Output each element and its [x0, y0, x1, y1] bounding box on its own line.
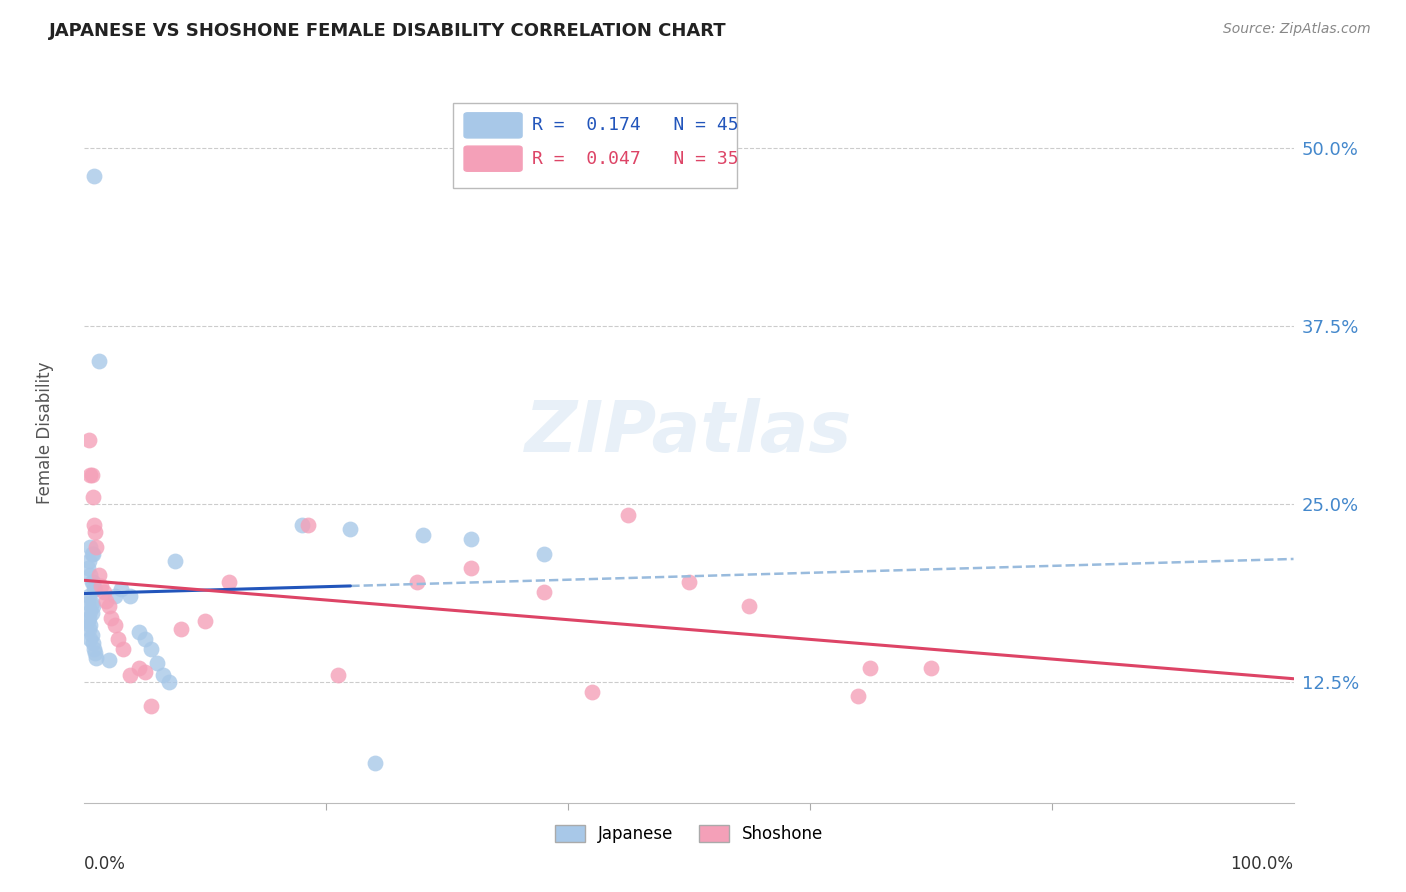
Point — [157, 674, 180, 689]
Text: Female Disability: Female Disability — [37, 361, 53, 504]
Point — [83, 642, 105, 657]
Point — [79, 568, 101, 582]
Point — [134, 632, 156, 646]
Point — [291, 518, 314, 533]
Point — [533, 547, 555, 561]
Point — [134, 665, 156, 679]
Point — [80, 607, 103, 621]
FancyBboxPatch shape — [453, 103, 737, 188]
Point — [79, 604, 101, 618]
Point — [87, 354, 110, 368]
Point — [920, 660, 942, 674]
Point — [412, 528, 434, 542]
Point — [83, 582, 105, 597]
Point — [170, 622, 193, 636]
Point — [581, 685, 603, 699]
Point — [165, 554, 187, 568]
Point — [107, 632, 129, 646]
Point — [84, 646, 107, 660]
Point — [139, 642, 162, 657]
Point — [84, 525, 107, 540]
Point — [83, 169, 105, 184]
Point — [859, 660, 882, 674]
Point — [82, 636, 104, 650]
Text: R =  0.047   N = 35: R = 0.047 N = 35 — [531, 150, 738, 168]
Text: 0.0%: 0.0% — [84, 855, 127, 872]
Point — [79, 617, 101, 632]
Point — [77, 622, 100, 636]
Point — [94, 593, 117, 607]
Text: ZIPatlas: ZIPatlas — [526, 398, 852, 467]
Point — [80, 628, 103, 642]
Point — [194, 614, 217, 628]
Point — [77, 610, 100, 624]
Point — [77, 590, 100, 604]
Point — [77, 614, 100, 628]
Point — [97, 653, 120, 667]
Legend: Japanese, Shoshone: Japanese, Shoshone — [548, 819, 830, 850]
Point — [104, 590, 127, 604]
Point — [533, 585, 555, 599]
Point — [120, 667, 142, 681]
Point — [128, 660, 150, 674]
Point — [79, 632, 101, 646]
Point — [297, 518, 319, 533]
Point — [93, 585, 115, 599]
Text: 100.0%: 100.0% — [1230, 855, 1294, 872]
Point — [738, 599, 761, 614]
Point — [617, 508, 640, 523]
Point — [77, 597, 100, 611]
Point — [846, 689, 869, 703]
Point — [82, 490, 104, 504]
Text: Source: ZipAtlas.com: Source: ZipAtlas.com — [1223, 22, 1371, 37]
Point — [80, 597, 103, 611]
Point — [363, 756, 385, 770]
Point — [77, 561, 100, 575]
Point — [678, 575, 700, 590]
Point — [79, 468, 101, 483]
FancyBboxPatch shape — [464, 112, 522, 138]
Point — [80, 547, 103, 561]
Point — [77, 554, 100, 568]
Point — [79, 540, 101, 554]
Point — [86, 540, 108, 554]
Text: R =  0.174   N = 45: R = 0.174 N = 45 — [531, 116, 738, 135]
Point — [82, 575, 104, 590]
Point — [90, 579, 112, 593]
Point — [87, 568, 110, 582]
FancyBboxPatch shape — [464, 146, 522, 171]
Point — [460, 533, 482, 547]
Text: JAPANESE VS SHOSHONE FEMALE DISABILITY CORRELATION CHART: JAPANESE VS SHOSHONE FEMALE DISABILITY C… — [49, 22, 727, 40]
Point — [112, 642, 135, 657]
Point — [460, 561, 482, 575]
Point — [83, 518, 105, 533]
Point — [100, 610, 122, 624]
Point — [82, 599, 104, 614]
Point — [97, 599, 120, 614]
Point — [146, 657, 169, 671]
Point — [120, 590, 142, 604]
Point — [80, 468, 103, 483]
Point — [139, 698, 162, 713]
Point — [104, 617, 127, 632]
Point — [86, 650, 108, 665]
Point — [339, 523, 361, 537]
Point — [218, 575, 240, 590]
Point — [406, 575, 429, 590]
Point — [82, 547, 104, 561]
Point — [328, 667, 350, 681]
Point — [152, 667, 174, 681]
Point — [77, 433, 100, 447]
Point — [128, 624, 150, 639]
Point — [84, 582, 107, 597]
Point — [80, 575, 103, 590]
Point — [110, 582, 132, 597]
